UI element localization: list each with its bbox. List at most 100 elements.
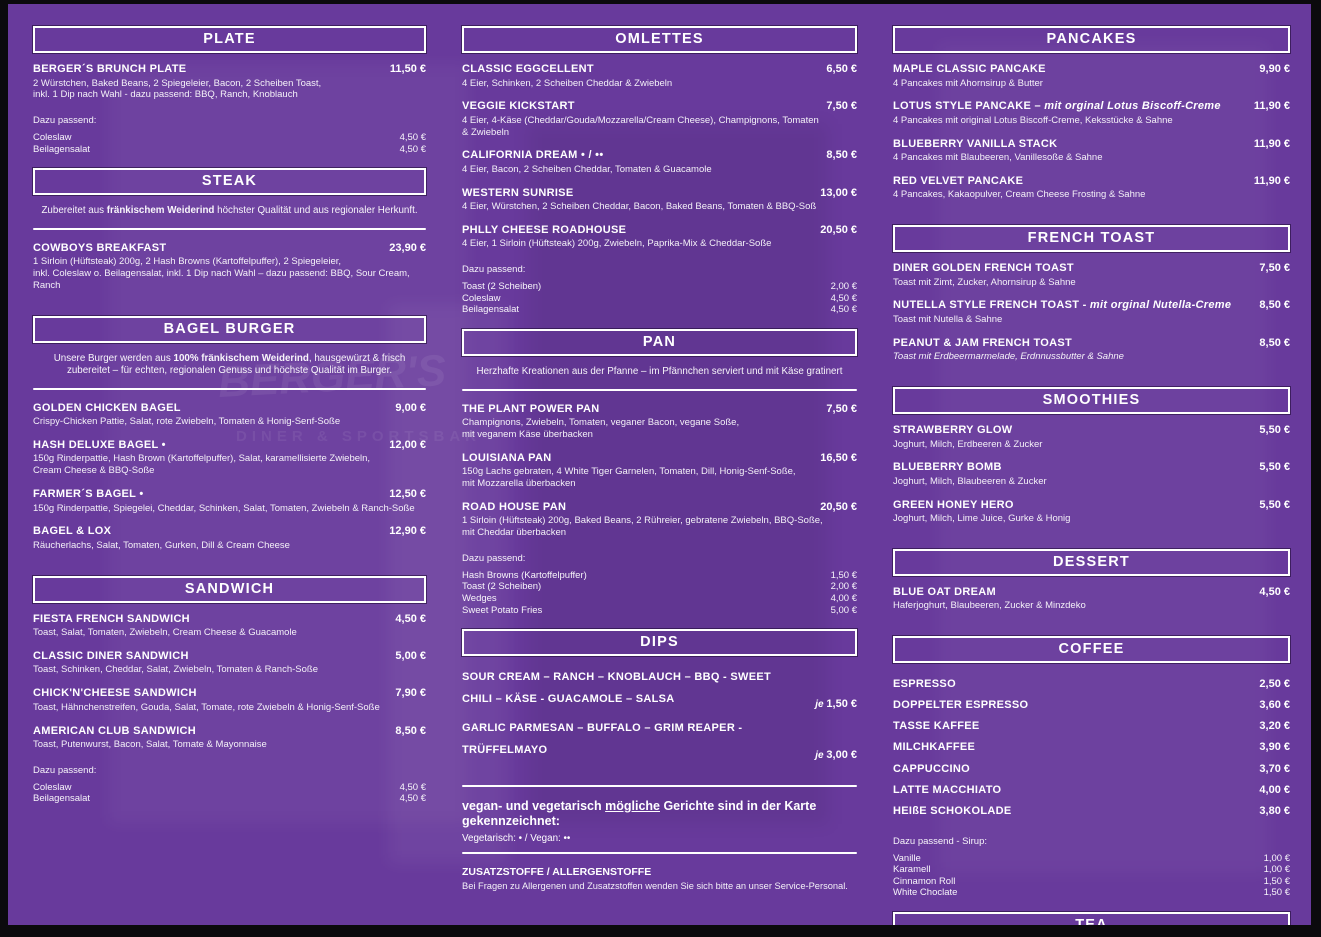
extra-name: Hash Browns (Kartoffelpuffer) bbox=[462, 569, 587, 581]
item-name: BLUEBERRY BOMB bbox=[893, 461, 1002, 474]
menu-column-middle: OMLETTES CLASSIC EGGCELLENT 6,50 € 4 Eier, … bbox=[462, 26, 857, 925]
footnotes-block: vegan- und vegetarisch mögliche Gerichte… bbox=[462, 785, 857, 891]
menu-item-row: AMERICAN CLUB SANDWICH 8,50 € bbox=[33, 725, 426, 737]
extra-name: Coleslaw bbox=[33, 132, 72, 144]
menu-item: LOUISIANA PAN 16,50 € 150g Lachs gebraten,… bbox=[462, 452, 857, 490]
text-segment: fränkischem Weiderind bbox=[106, 205, 215, 217]
item-name: FARMER´S BAGEL • bbox=[33, 488, 144, 501]
menu-page: BERGER'S DINER & SPORTSBAR PLATE BERGER´S… bbox=[8, 4, 1311, 925]
extra-row: Coleslaw 4,50 € bbox=[462, 293, 857, 305]
menu-item: BLUEBERRY BOMB 5,50 € Joghurt, Milch, Blau… bbox=[893, 461, 1290, 487]
item-name: ROAD HOUSE PAN bbox=[462, 500, 567, 513]
item-name: BLUEBERRY VANILLA STACK bbox=[893, 137, 1058, 150]
item-price: je 3,00 € bbox=[815, 749, 857, 762]
menu-item: AMERICAN CLUB SANDWICH 8,50 € Toast, Puten… bbox=[33, 725, 426, 751]
veg-note-legend: Vegetarisch: • / Vegan: •• bbox=[462, 833, 571, 845]
extra-row: Hash Browns (Kartoffelpuffer) 1,50 € bbox=[462, 570, 857, 582]
section-dessert: DESSERT BLUE OAT DREAM 4,50 € Haferjoghurt,… bbox=[893, 548, 1290, 623]
menu-item-row: PEANUT & JAM FRENCH TOAST 8,50 € bbox=[893, 337, 1290, 349]
menu-item: MAPLE CLASSIC PANCAKE 9,90 € 4 Pancakes mi… bbox=[893, 63, 1290, 89]
item-price: 4,50 € bbox=[395, 612, 426, 625]
section-omlettes: OMLETTES CLASSIC EGGCELLENT 6,50 € 4 Eier, … bbox=[462, 26, 857, 316]
extra-price: 1,00 € bbox=[1263, 852, 1290, 864]
extra-name: White Choclate bbox=[893, 887, 958, 899]
menu-item-row: DOPPELTER ESPRESSO 3,60 € bbox=[893, 699, 1290, 711]
item-description: Toast, Schinken, Cheddar, Salat, Zwiebel… bbox=[33, 664, 318, 676]
extra-row: Vanille 1,00 € bbox=[893, 853, 1290, 865]
item-description: 150g Rinderpattie, Spiegelei, Cheddar, S… bbox=[33, 502, 415, 514]
menu-item-row: ROAD HOUSE PAN 20,50 € bbox=[462, 501, 857, 513]
item-description: 150g Rinderpattie, Hash Brown (Kartoffel… bbox=[33, 453, 371, 477]
section-intro: Herzhafte Kreationen aus der Pfanne – im… bbox=[466, 366, 853, 379]
section-footnotes: vegan- und vegetarisch mögliche Gerichte… bbox=[462, 781, 857, 891]
menu-item: PHLLY CHEESE ROADHOUSE 20,50 € 4 Eier, 1 S… bbox=[462, 224, 857, 250]
item-price: 8,50 € bbox=[826, 149, 857, 162]
menu-content: PLATE BERGER´S BRUNCH PLATE 11,50 € 2 Würst… bbox=[8, 4, 1311, 925]
item-description: 2 Würstchen, Baked Beans, 2 Spiegeleier,… bbox=[33, 77, 322, 101]
extras-block: Dazu passend: Coleslaw 4,50 € Beilagensalat… bbox=[33, 115, 426, 155]
section-intro: Zubereitet aus fränkischem Weiderind höc… bbox=[37, 205, 422, 218]
item-name: BERGER´S BRUNCH PLATE bbox=[33, 63, 187, 75]
item-name: MILCHKAFFEE bbox=[893, 741, 976, 754]
section-coffee: COFFEE ESPRESSO 2,50 € DOPPELTER ESPRESSO 3,… bbox=[893, 636, 1290, 899]
menu-item-row: GREEN HONEY HERO 5,50 € bbox=[893, 499, 1290, 511]
item-price: 16,50 € bbox=[820, 451, 857, 464]
extra-price: 4,50 € bbox=[830, 292, 857, 304]
item-name: VEGGIE KICKSTART bbox=[462, 100, 575, 113]
extra-name: Karamell bbox=[893, 864, 931, 876]
item-price: 11,90 € bbox=[1253, 137, 1290, 150]
item-name: DINER GOLDEN FRENCH TOAST bbox=[893, 262, 1074, 275]
section-french-toast: FRENCH TOAST DINER GOLDEN FRENCH TOAST 7,5… bbox=[893, 225, 1290, 374]
item-name: THE PLANT POWER PAN bbox=[462, 402, 600, 415]
extra-row: Toast (2 Scheiben) 2,00 € bbox=[462, 581, 857, 593]
menu-item-row: CAPPUCCINO 3,70 € bbox=[893, 763, 1290, 775]
item-description: 4 Pancakes mit Blaubeeren, Vanillesoße &… bbox=[893, 152, 1103, 164]
extra-price: 2,00 € bbox=[830, 281, 857, 293]
menu-item: ESPRESSO 2,50 € bbox=[893, 673, 1290, 694]
extra-price: 1,00 € bbox=[1263, 864, 1290, 876]
item-name: COWBOYS BREAKFAST bbox=[33, 241, 167, 254]
item-name: PHLLY CHEESE ROADHOUSE bbox=[462, 223, 627, 236]
item-name: ESPRESSO bbox=[893, 677, 956, 690]
item-description: Toast mit Nutella & Sahne bbox=[893, 313, 1003, 325]
extra-name: Sweet Potato Fries bbox=[462, 604, 543, 616]
section-intro: Unsere Burger werden aus 100% fränkische… bbox=[37, 353, 422, 378]
extra-name: Coleslaw bbox=[33, 781, 72, 793]
extra-name: Coleslaw bbox=[462, 292, 501, 304]
item-name: GARLIC PARMESAN – BUFFALO – GRIM REAPER … bbox=[462, 722, 743, 757]
item-name: CLASSIC EGGCELLENT bbox=[462, 63, 594, 75]
section-header-french-toast: FRENCH TOAST bbox=[893, 225, 1290, 253]
menu-item: VEGGIE KICKSTART 7,50 € 4 Eier, 4-Käse (Ch… bbox=[462, 100, 857, 138]
text-segment: Zubereitet aus bbox=[41, 205, 107, 217]
extra-row: Coleslaw 4,50 € bbox=[33, 782, 426, 794]
item-price: 11,90 € bbox=[1253, 100, 1290, 113]
menu-item: GOLDEN CHICKEN BAGEL 9,00 € Crispy-Chicken… bbox=[33, 402, 426, 428]
menu-item-row: CLASSIC DINER SANDWICH 5,00 € bbox=[33, 650, 426, 662]
section-pan: PAN Herzhafte Kreationen aus der Pfanne –… bbox=[462, 329, 857, 616]
price-prefix: je bbox=[815, 699, 827, 711]
section-plate: PLATE BERGER´S BRUNCH PLATE 11,50 € 2 Würst… bbox=[33, 26, 426, 155]
extra-name: Toast (2 Scheiben) bbox=[462, 281, 542, 293]
item-price: 12,00 € bbox=[389, 438, 426, 451]
item-price: 12,90 € bbox=[389, 525, 426, 538]
item-description: Toast, Putenwurst, Bacon, Salat, Tomate … bbox=[33, 739, 267, 751]
menu-item: CAPPUCCINO 3,70 € bbox=[893, 758, 1290, 779]
menu-item: BERGER´S BRUNCH PLATE 11,50 € 2 Würstchen,… bbox=[33, 63, 426, 101]
item-description: 1 Sirloin (Hüftsteak) 200g, Baked Beans,… bbox=[462, 515, 823, 539]
item-name: PEANUT & JAM FRENCH TOAST bbox=[893, 336, 1073, 349]
section-dips: DIPS SOUR CREAM – RANCH – KNOBLAUCH – BBQ… bbox=[462, 629, 857, 768]
menu-item: CLASSIC DINER SANDWICH 5,00 € Toast, Schin… bbox=[33, 650, 426, 676]
menu-item: BAGEL & LOX 12,90 € Räucherlachs, Salat, T… bbox=[33, 525, 426, 551]
extra-row: Beilagensalat 4,50 € bbox=[33, 793, 426, 805]
extra-price: 4,50 € bbox=[399, 132, 426, 144]
menu-item: WESTERN SUNRISE 13,00 €4 Eier, Würstchen,… bbox=[462, 187, 857, 213]
extra-row: Karamell 1,00 € bbox=[893, 864, 1290, 876]
item-price: 2,50 € bbox=[1259, 677, 1290, 690]
menu-item: HASH DELUXE BAGEL • 12,00 € 150g Rinderpat… bbox=[33, 439, 426, 477]
menu-item-row: VEGGIE KICKSTART 7,50 € bbox=[462, 100, 857, 112]
extras-block: Dazu passend: Coleslaw 4,50 € Beilagensalat… bbox=[33, 765, 426, 805]
extra-price: 4,00 € bbox=[830, 593, 857, 605]
text-segment: Herzhafte Kreationen aus der Pfanne – im… bbox=[476, 366, 843, 378]
item-name: NUTELLA STYLE FRENCH TOAST - mit orginal… bbox=[893, 299, 1232, 312]
menu-item: GREEN HONEY HERO 5,50 € Joghurt, Milch, Li… bbox=[893, 499, 1290, 525]
